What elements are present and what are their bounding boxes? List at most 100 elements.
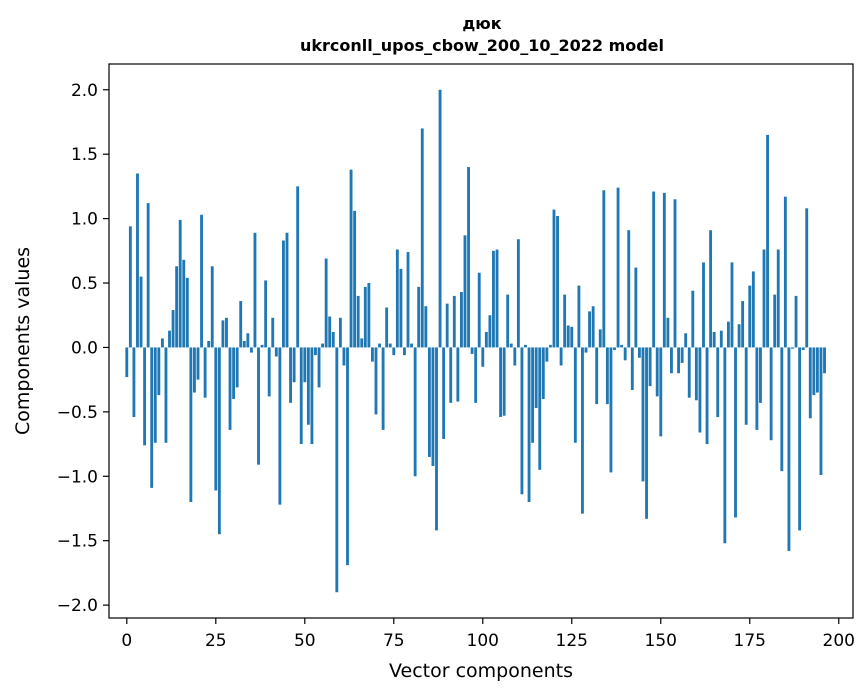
bar	[605, 347, 609, 405]
bar	[132, 347, 136, 418]
bar	[531, 347, 535, 443]
bar	[467, 167, 470, 348]
bar	[399, 268, 403, 348]
bar	[673, 199, 677, 348]
bar	[175, 266, 179, 348]
bar	[609, 347, 613, 473]
bar	[168, 330, 171, 348]
bar	[178, 219, 182, 348]
bar	[630, 347, 634, 390]
bar	[655, 347, 659, 397]
bar	[328, 316, 332, 348]
y-tick-label: 1.5	[71, 145, 98, 165]
bar	[253, 232, 257, 348]
bar	[684, 333, 688, 348]
bar	[282, 240, 285, 348]
bar	[331, 331, 335, 348]
y-tick-label: 0.0	[71, 338, 98, 358]
bar	[495, 249, 499, 348]
bar	[634, 267, 638, 348]
bar	[691, 290, 695, 348]
bar	[791, 347, 794, 349]
bar-series	[125, 89, 826, 593]
bar	[823, 347, 826, 374]
bar	[463, 235, 467, 348]
bar	[516, 239, 520, 348]
bar	[499, 347, 503, 418]
bar	[477, 272, 481, 348]
bar	[698, 347, 702, 433]
bar	[143, 347, 147, 446]
bar	[602, 190, 606, 348]
bar	[734, 347, 737, 518]
bar	[349, 169, 353, 348]
bar	[726, 321, 730, 348]
bar	[741, 301, 745, 348]
bar	[413, 347, 417, 477]
bar	[435, 347, 438, 531]
bar	[645, 347, 648, 519]
bar	[160, 338, 164, 348]
bar	[242, 341, 246, 348]
bar	[509, 343, 513, 348]
bar	[751, 271, 755, 348]
bar	[492, 250, 495, 348]
bar	[748, 285, 752, 348]
bar	[566, 325, 570, 348]
bar	[705, 347, 709, 445]
bar	[716, 347, 720, 418]
bar	[228, 347, 232, 430]
y-tick-label: −1.5	[57, 532, 98, 552]
bar	[292, 347, 296, 383]
bar	[196, 347, 200, 380]
bar	[776, 249, 780, 348]
bar	[356, 295, 360, 348]
bar	[719, 330, 723, 348]
bar	[744, 347, 748, 425]
bar	[680, 347, 684, 363]
bar	[285, 232, 289, 348]
bar	[666, 317, 670, 348]
bar	[577, 285, 581, 348]
bar	[232, 347, 236, 399]
bar	[314, 347, 317, 356]
bar	[406, 252, 410, 348]
bar	[381, 347, 385, 430]
bar	[524, 344, 527, 348]
bar	[338, 317, 342, 348]
x-tick-label: 0	[121, 631, 132, 651]
bar	[374, 347, 378, 415]
bar	[460, 292, 463, 348]
bar	[221, 320, 225, 348]
bar	[146, 203, 150, 348]
bar	[235, 347, 239, 388]
bar	[442, 347, 446, 439]
bar	[556, 216, 559, 348]
bar	[484, 331, 488, 348]
bar	[545, 347, 549, 362]
bar	[193, 347, 196, 393]
bar	[573, 347, 577, 443]
bar	[388, 343, 392, 348]
bar	[342, 347, 346, 366]
bar	[431, 347, 435, 466]
bar	[125, 347, 129, 378]
bar	[641, 347, 645, 482]
bar	[257, 347, 260, 465]
bar	[200, 214, 203, 348]
bar	[780, 347, 784, 472]
bar	[289, 347, 292, 403]
bar	[677, 347, 680, 374]
bar	[481, 347, 485, 367]
y-axis-label: Components values	[12, 247, 34, 435]
bar	[812, 347, 816, 396]
bar	[548, 344, 552, 348]
bar	[627, 230, 631, 348]
bar	[723, 347, 727, 544]
bar	[225, 317, 228, 348]
bar	[652, 191, 656, 348]
bar	[153, 347, 157, 443]
bar	[623, 347, 627, 361]
bar	[588, 311, 591, 348]
bar	[563, 294, 567, 348]
